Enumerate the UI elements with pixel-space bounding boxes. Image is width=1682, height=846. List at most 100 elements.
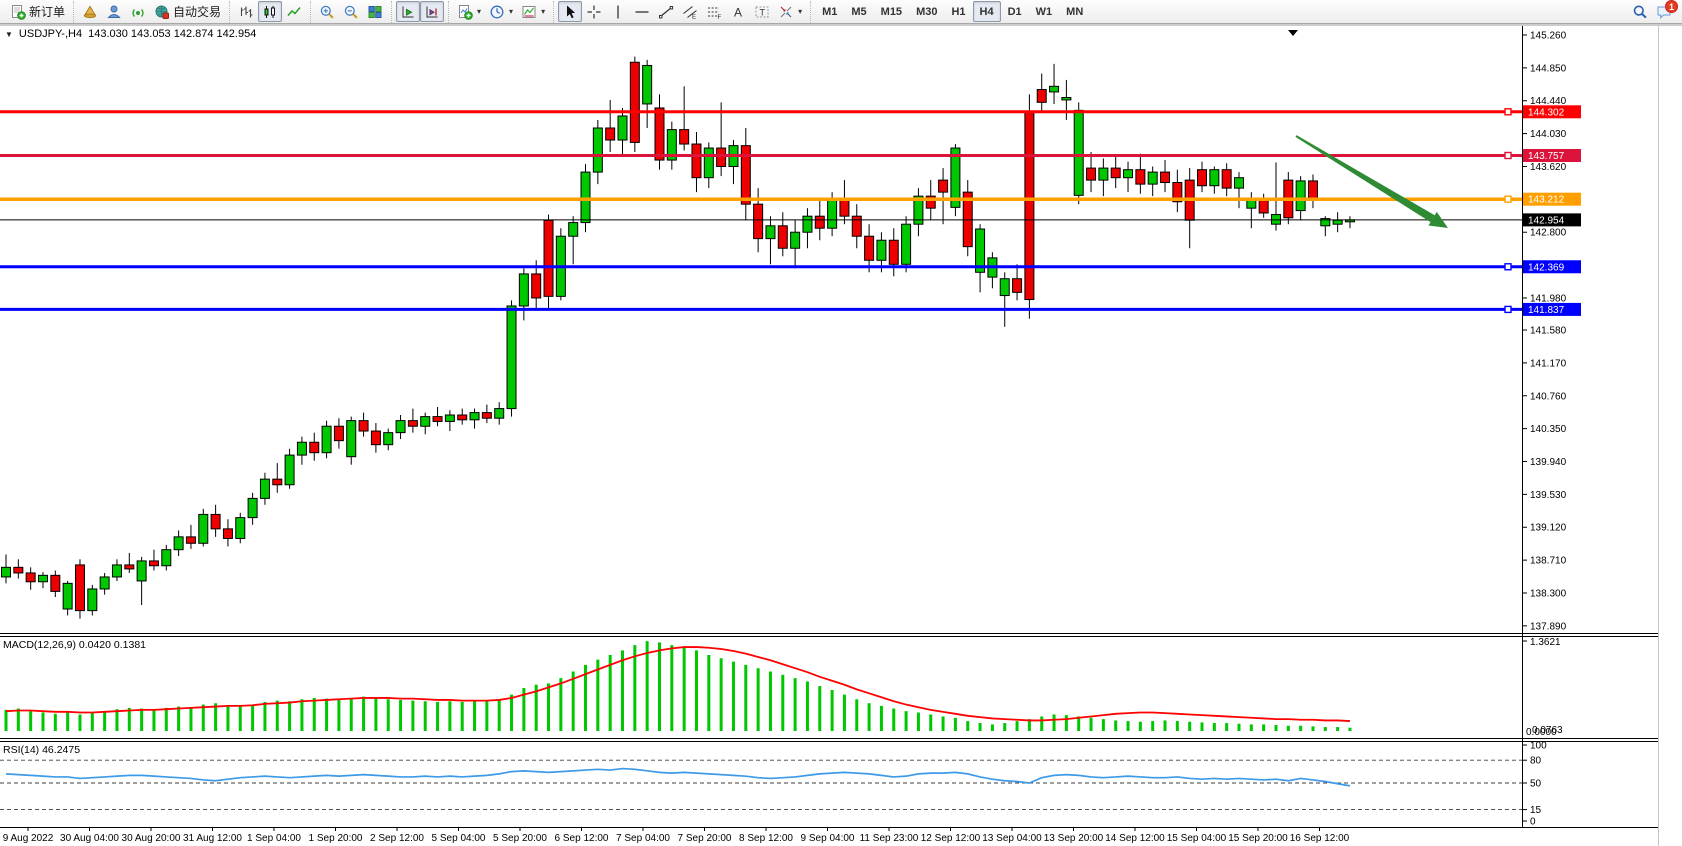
time-tick-label: 8 Sep 12:00 xyxy=(739,833,793,844)
candlestick-chart-button[interactable] xyxy=(258,1,283,22)
chart-shift-button[interactable] xyxy=(420,1,445,22)
candlestick xyxy=(1135,169,1146,185)
text-label-icon xyxy=(754,4,770,20)
chevron-down-icon[interactable]: ▾ xyxy=(509,7,514,16)
candlestick xyxy=(1320,218,1331,227)
signals-button[interactable] xyxy=(126,1,150,22)
time-tick-label: 5 Sep 04:00 xyxy=(432,833,486,844)
timeframe-m1[interactable]: M1 xyxy=(815,1,844,22)
candlestick xyxy=(457,414,468,421)
scroll-group xyxy=(391,0,448,23)
styler-button[interactable] xyxy=(78,1,102,22)
trend-arrow[interactable] xyxy=(1295,135,1435,223)
zoom-out-button[interactable] xyxy=(339,1,363,22)
timeframe-h4[interactable]: H4 xyxy=(972,1,1001,22)
pivot-line-orange-handle[interactable] xyxy=(1504,195,1512,203)
arrows-icon xyxy=(778,4,794,20)
timeframe-m30[interactable]: M30 xyxy=(909,1,944,22)
timeframe-m15[interactable]: M15 xyxy=(874,1,909,22)
rsi-axis-label: 0 xyxy=(1530,817,1536,828)
candlestick xyxy=(74,564,85,612)
chart-canvas[interactable]: 145.260 144.850 144.440 144.030 143.620 142.8… xyxy=(0,24,1682,846)
auto-trading-button[interactable]: 自动交易 xyxy=(150,1,225,22)
fibonacci-button[interactable] xyxy=(702,1,726,22)
periods-button[interactable]: ▾ xyxy=(485,1,517,22)
candlestick xyxy=(1012,278,1023,293)
time-axis[interactable]: 9 Aug 2022 30 Aug 04:00 30 Aug 20:00 31 Aug… xyxy=(3,827,1350,844)
candlestick xyxy=(395,420,406,434)
text-label-button[interactable] xyxy=(750,1,774,22)
chevron-down-icon[interactable]: ▾ xyxy=(477,7,482,16)
profile-button[interactable] xyxy=(102,1,126,22)
time-tick-label: 1 Sep 20:00 xyxy=(309,833,363,844)
candlestick xyxy=(1061,97,1072,101)
search-button[interactable] xyxy=(1628,1,1652,22)
candlestick xyxy=(938,179,949,193)
chevron-down-icon[interactable]: ▾ xyxy=(798,7,803,16)
horizontal-line-button[interactable] xyxy=(630,1,654,22)
timeframe-m5[interactable]: M5 xyxy=(844,1,873,22)
zoom-in-button[interactable] xyxy=(315,1,339,22)
indicators-button[interactable]: ▾ xyxy=(453,1,485,22)
channel-icon xyxy=(682,4,698,20)
price-tick-label: 137.890 xyxy=(1530,621,1567,632)
rsi-axis-label: 80 xyxy=(1530,756,1542,767)
arrows-button[interactable]: ▾ xyxy=(774,1,806,22)
tile-windows-icon xyxy=(367,4,383,20)
candlestick xyxy=(679,129,690,145)
candlestick xyxy=(1160,171,1171,184)
chart-menu-icon[interactable]: ▼ xyxy=(5,29,13,39)
text-button[interactable] xyxy=(726,1,750,22)
candlestick xyxy=(25,572,36,583)
candlestick xyxy=(13,566,24,574)
rsi-axis-label: 15 xyxy=(1530,805,1542,816)
support-line-lower-handle[interactable] xyxy=(1504,305,1512,314)
chevron-down-icon[interactable]: ▾ xyxy=(541,7,546,16)
order-group: 新订单 xyxy=(2,1,73,23)
candlestick xyxy=(568,222,579,237)
scroll-anchor-icon xyxy=(1288,30,1298,36)
time-tick-label: 6 Sep 12:00 xyxy=(555,833,609,844)
line-chart-button[interactable] xyxy=(282,1,306,22)
candlestick xyxy=(691,143,702,179)
price-tick-label: 141.980 xyxy=(1530,293,1567,304)
chart-type-group xyxy=(229,0,310,23)
candlestick xyxy=(37,574,48,583)
price-tick-label: 145.260 xyxy=(1530,31,1567,42)
price-axis[interactable]: 145.260 144.850 144.440 144.030 143.620 142.8… xyxy=(1522,31,1581,633)
timeframe-d1[interactable]: D1 xyxy=(1001,1,1029,22)
candlestick xyxy=(802,215,813,233)
timeframe-w1[interactable]: W1 xyxy=(1029,1,1060,22)
timeframe-mn[interactable]: MN xyxy=(1059,1,1090,22)
price-badge xyxy=(1523,260,1581,274)
resistance-line-upper-handle[interactable] xyxy=(1504,108,1512,116)
vertical-line-button[interactable] xyxy=(606,1,630,22)
candlestick xyxy=(642,64,653,105)
cursor-button[interactable] xyxy=(558,1,583,22)
timeframe-h1[interactable]: H1 xyxy=(944,1,972,22)
candlestick xyxy=(506,305,517,410)
chat-button[interactable]: 1 xyxy=(1652,0,1678,22)
tile-windows-button[interactable] xyxy=(363,1,387,22)
candlestick xyxy=(827,199,838,229)
rsi-indicator-label: RSI(14) 46.2475 xyxy=(3,744,81,756)
support-line-upper-handle[interactable] xyxy=(1504,263,1512,271)
new-order-button[interactable]: 新订单 xyxy=(6,1,69,22)
channel-button[interactable] xyxy=(678,1,702,22)
templates-button[interactable]: ▾ xyxy=(517,1,549,22)
price-tick-label: 139.120 xyxy=(1530,523,1567,534)
macd-axis-bottom-label: 0.0763 xyxy=(1532,725,1563,736)
candlestick xyxy=(777,225,788,249)
candlestick xyxy=(851,215,862,237)
price-badge xyxy=(1523,148,1581,162)
trendline-button[interactable] xyxy=(654,1,678,22)
crosshair-button[interactable] xyxy=(582,1,606,22)
bar-chart-button[interactable] xyxy=(234,1,258,22)
resistance-line-mid-handle[interactable] xyxy=(1504,151,1512,160)
profile-icon xyxy=(106,4,122,20)
candlestick xyxy=(740,145,751,205)
candlesticks xyxy=(1,56,1355,619)
auto-scroll-button[interactable] xyxy=(396,1,421,22)
search-icon xyxy=(1632,4,1648,20)
price-badge-label: 143.212 xyxy=(1528,195,1565,206)
